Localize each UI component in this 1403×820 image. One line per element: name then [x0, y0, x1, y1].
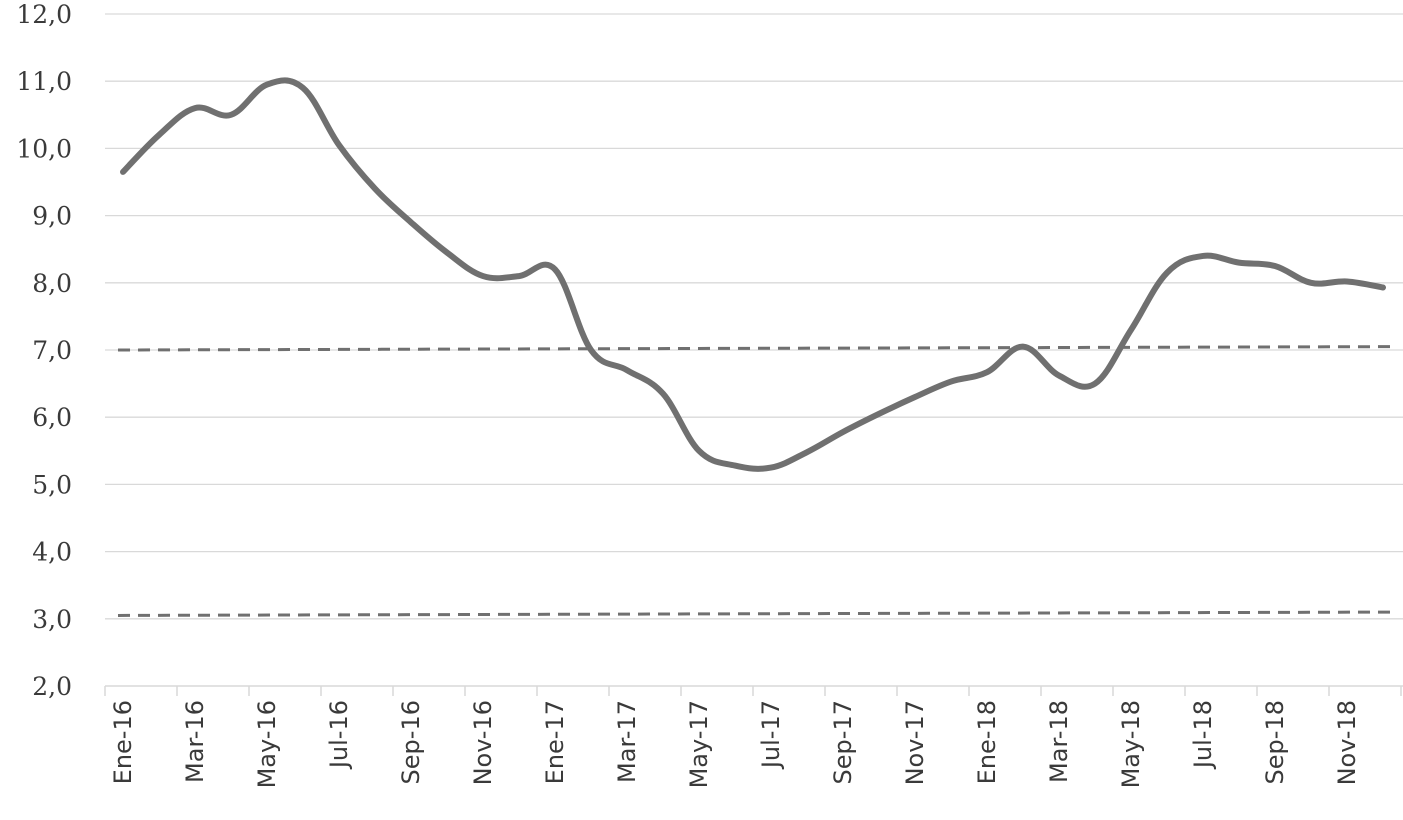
y-tick-label: 7,0	[32, 336, 72, 365]
x-tick-label: May-18	[1117, 700, 1145, 788]
series-line	[120, 77, 1386, 472]
x-tick-label: Nov-16	[469, 700, 497, 785]
x-tick-label: Ene-18	[973, 700, 1001, 784]
x-tick-label: May-16	[253, 700, 281, 788]
x-tick-label: Ene-17	[541, 700, 569, 784]
y-tick-label: 12,0	[16, 0, 72, 29]
series-group	[117, 77, 1391, 617]
x-tick-label: Sep-16	[397, 700, 425, 784]
x-tick-label: Nov-17	[901, 700, 929, 785]
x-tick-label: Jul-17	[757, 700, 785, 770]
x-tick-label: Nov-18	[1333, 700, 1361, 785]
y-axis-ticks: 2,0 3,0 4,0 5,0 6,0 7,0 8,0 9,0 10,0 11,0 12,0	[16, 0, 72, 701]
y-tick-label: 5,0	[32, 470, 72, 499]
y-tick-label: 3,0	[32, 605, 72, 634]
gridlines	[105, 13, 1403, 620]
y-tick-label: 9,0	[32, 202, 72, 231]
x-tick-label: May-17	[685, 700, 713, 788]
x-tick-label: Mar-16	[181, 700, 209, 783]
y-tick-label: 4,0	[32, 538, 72, 567]
x-tick-label: Sep-18	[1261, 700, 1289, 784]
x-tick-label: Mar-17	[613, 700, 641, 783]
x-axis	[104, 685, 1403, 696]
y-tick-label: 8,0	[32, 269, 72, 298]
x-tick-label: Sep-17	[829, 700, 857, 784]
x-tick-label: Mar-18	[1045, 700, 1073, 783]
y-tick-label: 6,0	[32, 403, 72, 432]
reference-dashed-line	[117, 345, 1391, 352]
y-tick-label: 2,0	[32, 672, 72, 701]
x-tick-label: Ene-16	[109, 700, 137, 784]
x-tick-label: Jul-16	[325, 700, 353, 770]
reference-dashed-line	[117, 610, 1391, 617]
x-tick-label: Jul-18	[1189, 700, 1217, 770]
x-axis-ticks: Ene-16 Mar-16 May-16 Jul-16 Sep-16 Nov-16 Ene-…	[109, 700, 1361, 788]
y-tick-label: 11,0	[16, 67, 72, 96]
y-tick-label: 10,0	[16, 134, 72, 163]
